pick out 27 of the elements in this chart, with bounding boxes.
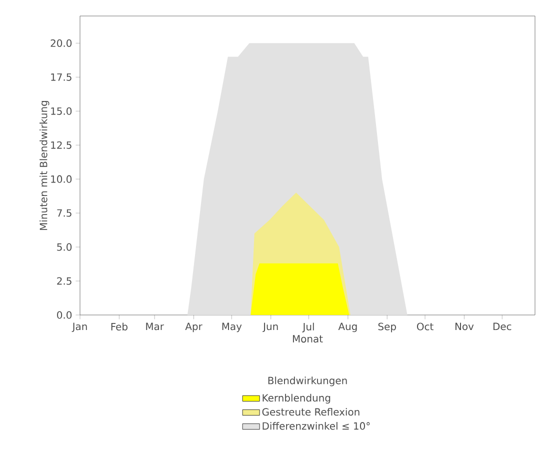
y-tick-label: 2.5 bbox=[57, 277, 72, 285]
x-tick-label: Jun bbox=[262, 322, 278, 332]
y-tick-label: 17.5 bbox=[51, 73, 72, 81]
y-tick-label: 20.0 bbox=[50, 39, 72, 47]
y-tick-label: 10.0 bbox=[51, 175, 72, 183]
x-axis-title: Monat bbox=[292, 335, 323, 343]
x-tick-label: Aug bbox=[338, 322, 357, 332]
x-tick-label: Sep bbox=[378, 322, 396, 332]
x-tick-label: Jan bbox=[72, 322, 87, 332]
legend-title: Blendwirkungen bbox=[268, 376, 347, 386]
x-tick-label: Mar bbox=[146, 322, 164, 330]
x-tick-label: Oct bbox=[416, 322, 434, 330]
y-axis-title: Minuten mit Blendwirkung bbox=[40, 100, 50, 230]
x-tick-label: Dec bbox=[493, 322, 512, 330]
y-tick-label: 5.0 bbox=[57, 243, 72, 251]
y-tick-label: 7.5 bbox=[57, 209, 72, 217]
legend-label: Gestreute Reflexion bbox=[262, 408, 360, 416]
legend-label: Differenzwinkel ≤ 10° bbox=[262, 422, 370, 430]
legend-label: Kernblendung bbox=[262, 394, 330, 404]
y-tick-label: 0.0 bbox=[57, 311, 72, 319]
y-tick-label: 15.0 bbox=[51, 107, 72, 115]
x-tick-label: Jul bbox=[302, 322, 314, 332]
x-tick-label: Feb bbox=[111, 322, 128, 330]
x-tick-label: Nov bbox=[455, 322, 474, 330]
x-tick-label: May bbox=[222, 322, 242, 332]
y-tick-label: 12.5 bbox=[51, 141, 72, 149]
x-tick-label: Apr bbox=[185, 322, 202, 332]
